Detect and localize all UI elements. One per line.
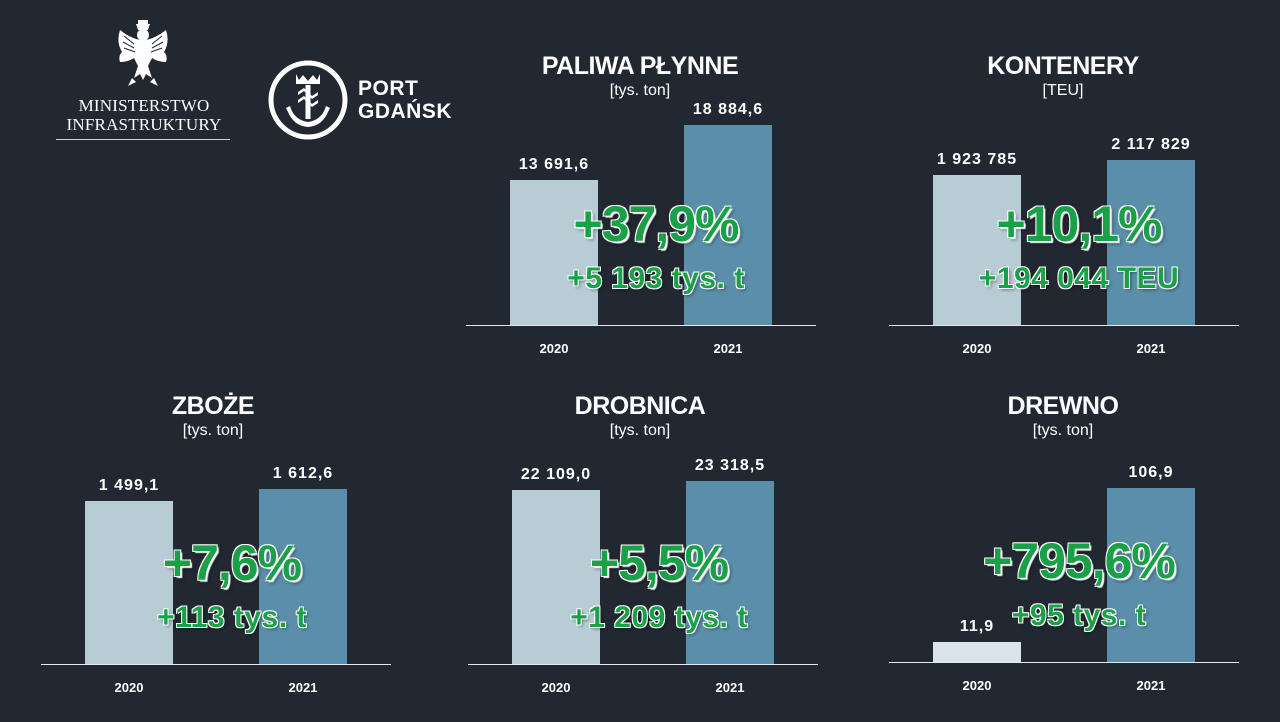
ministry-name-line2: INFRASTRUKTURY xyxy=(66,115,222,134)
change-absolute: +194 044 TEU xyxy=(978,262,1180,295)
data-label-2020: 22 109,0 xyxy=(520,466,592,483)
bar-2020 xyxy=(512,490,600,664)
bar-2020 xyxy=(85,501,173,664)
chart-unit: [TEU] xyxy=(1042,82,1084,99)
data-label-2020: 1 923 785 xyxy=(936,151,1018,168)
bar-2020 xyxy=(933,642,1021,662)
x-axis-line xyxy=(889,325,1239,326)
change-percent: +5,5% xyxy=(589,535,729,591)
x-axis-line xyxy=(468,664,818,665)
data-label-2020: 11,9 xyxy=(959,618,995,635)
chart-unit: [tys. ton] xyxy=(609,422,671,439)
bar-2021 xyxy=(686,481,774,664)
chart-panel-zboze: ZBOŻE [tys. ton] 1 499,1 2020 1 612,6 2021 +… xyxy=(13,392,413,722)
change-absolute: +113 tys. t xyxy=(157,601,307,634)
bar-2021 xyxy=(1107,488,1195,662)
bar-2021 xyxy=(259,489,347,664)
x-tick-label-2020: 2020 xyxy=(962,678,992,693)
x-tick-label-2020: 2020 xyxy=(541,680,571,695)
bar-2021 xyxy=(684,125,772,325)
chart-title: DREWNO xyxy=(1007,392,1119,420)
chart-panel-paliwa: PALIWA PŁYNNE [tys. ton] 13 691,6 2020 18 … xyxy=(440,52,840,382)
chart-panel-drewno: DREWNO [tys. ton] 11,9 2020 106,9 2021 +795,… xyxy=(863,392,1263,722)
bar-2020 xyxy=(933,175,1021,325)
data-label-2021: 18 884,6 xyxy=(692,101,764,118)
change-absolute: +1 209 tys. t xyxy=(570,601,748,634)
x-tick-label-2021: 2021 xyxy=(288,680,318,695)
ministry-name-line1: MINISTERSTWO xyxy=(78,96,210,115)
x-tick-label-2021: 2021 xyxy=(713,341,743,356)
chart-title: PALIWA PŁYNNE xyxy=(541,52,739,80)
change-percent: +10,1% xyxy=(996,196,1163,252)
data-label-2020: 13 691,6 xyxy=(518,156,590,173)
x-tick-label-2021: 2021 xyxy=(1136,678,1166,693)
x-tick-label-2021: 2021 xyxy=(715,680,745,695)
x-axis-line xyxy=(466,325,816,326)
x-tick-label-2020: 2020 xyxy=(539,341,569,356)
data-label-2021: 23 318,5 xyxy=(694,457,766,474)
change-percent: +37,9% xyxy=(573,196,740,252)
chart-unit: [tys. ton] xyxy=(182,422,244,439)
anchor-crown-icon xyxy=(268,60,348,140)
port-name-line2: GDAŃSK xyxy=(358,100,453,123)
chart-unit: [tys. ton] xyxy=(609,82,671,99)
bar-2021 xyxy=(1107,160,1195,325)
chart-panel-drobnica: DROBNICA [tys. ton] 22 109,0 2020 23 318,5… xyxy=(440,392,840,722)
port-name-line1: PORT xyxy=(358,77,419,100)
change-absolute: +95 tys. t xyxy=(1011,599,1147,632)
ministry-underline xyxy=(56,139,230,140)
x-axis-line xyxy=(41,664,391,665)
data-label-2020: 1 499,1 xyxy=(98,477,160,494)
eagle-emblem-icon xyxy=(118,20,168,86)
data-label-2021: 1 612,6 xyxy=(272,465,334,482)
chart-title: DROBNICA xyxy=(574,392,706,420)
bar-2020 xyxy=(510,180,598,325)
change-absolute: +5 193 tys. t xyxy=(567,262,745,295)
x-axis-line xyxy=(889,662,1239,663)
data-label-2021: 2 117 829 xyxy=(1111,136,1191,153)
port-gdansk-logo: PORT GDAŃSK xyxy=(268,60,468,140)
chart-panel-kontenery: KONTENERY [TEU] 1 923 785 2020 2 117 829 20… xyxy=(863,52,1263,382)
chart-title: KONTENERY xyxy=(987,52,1139,80)
ministry-logo: MINISTERSTWO INFRASTRUKTURY xyxy=(54,18,234,148)
change-percent: +7,6% xyxy=(162,535,302,591)
data-label-2021: 106,9 xyxy=(1128,464,1174,481)
chart-title: ZBOŻE xyxy=(171,392,255,420)
chart-unit: [tys. ton] xyxy=(1032,422,1094,439)
x-tick-label-2020: 2020 xyxy=(114,680,144,695)
x-tick-label-2021: 2021 xyxy=(1136,341,1166,356)
x-tick-label-2020: 2020 xyxy=(962,341,992,356)
change-percent: +795,6% xyxy=(983,533,1176,589)
